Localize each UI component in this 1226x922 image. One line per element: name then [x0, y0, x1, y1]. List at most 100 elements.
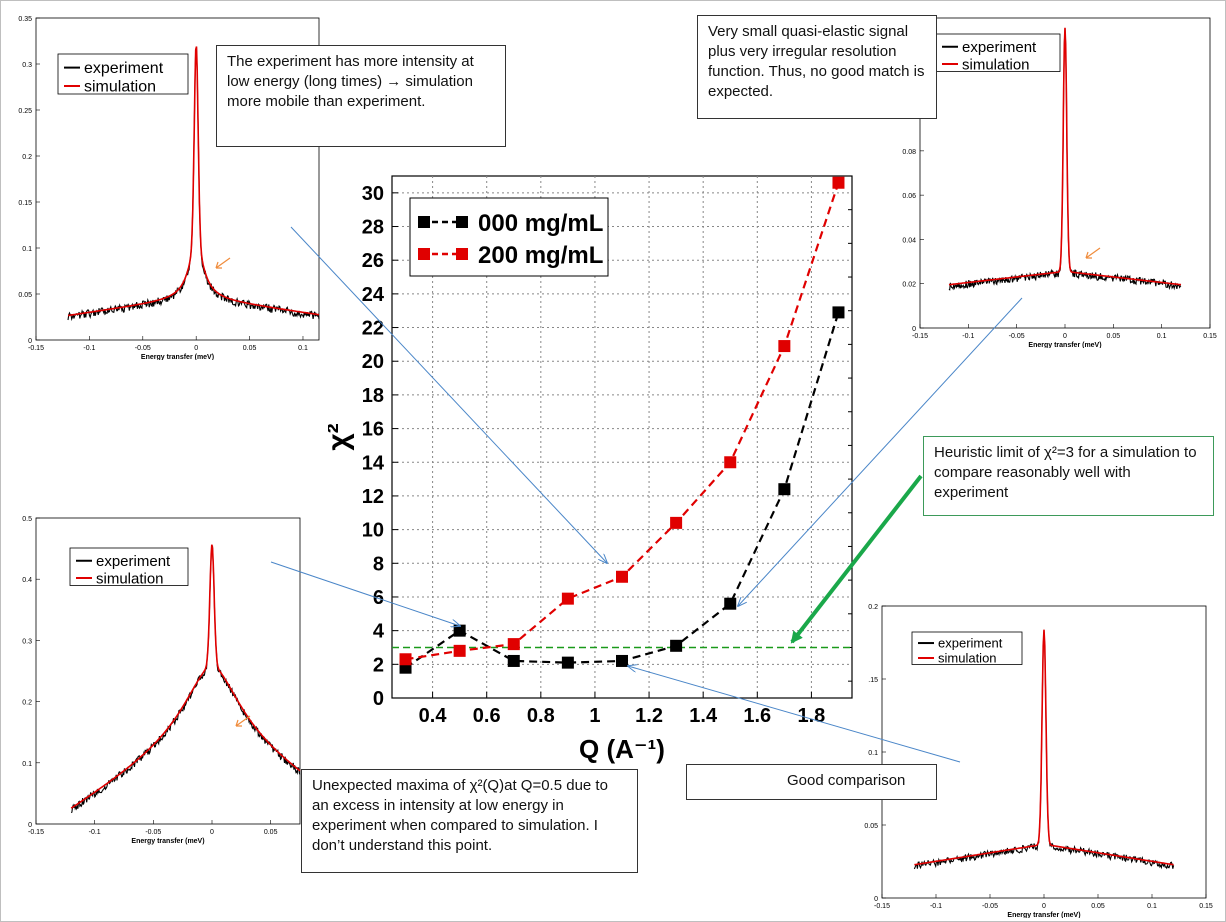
small-x-axis-label: Energy transfer (meV) — [141, 354, 214, 360]
annotation-top-right: Very small quasi-elastic signal plus ver… — [697, 15, 937, 119]
small-legend-label: simulation — [96, 570, 164, 587]
small-y-tick-label: 0 — [912, 326, 916, 333]
small-x-tick-label: 0.15 — [1203, 333, 1217, 340]
legend-marker — [456, 248, 468, 260]
data-point — [453, 624, 466, 637]
y-tick-label: 18 — [362, 385, 384, 407]
legend-label: 000 mg/mL — [478, 210, 603, 237]
data-point — [616, 654, 628, 667]
arrow-top-left — [290, 226, 607, 563]
small-legend-label: simulation — [962, 56, 1030, 73]
y-tick-label: 0 — [373, 688, 384, 710]
arrow-heuristic — [790, 474, 923, 644]
small-x-tick-label: 0.1 — [1147, 903, 1157, 910]
arrow-top-right — [738, 297, 1023, 606]
small-y-tick-label: 0.3 — [22, 638, 32, 645]
small-x-tick-label: -0.15 — [28, 829, 44, 836]
data-point — [724, 456, 737, 469]
x-axis-label: Q (A⁻¹) — [579, 734, 665, 764]
small-y-tick-label: 0 — [28, 338, 32, 345]
arrow-bottom-right — [628, 666, 961, 763]
small-x-tick-label: -0.15 — [874, 903, 890, 910]
small-x-tick-label: -0.05 — [145, 829, 161, 836]
arrow-bottom-left — [270, 561, 460, 626]
small-y-tick-label: 0.15 — [864, 677, 878, 684]
small-x-tick-label: -0.05 — [135, 345, 151, 352]
small-y-tick-label: 0.2 — [22, 700, 32, 707]
legend-marker — [418, 248, 430, 260]
small-legend-label: experiment — [84, 60, 164, 77]
small-y-tick-label: 0 — [28, 822, 32, 829]
x-tick-label: 0.4 — [419, 705, 448, 727]
small-x-tick-label: -0.1 — [930, 903, 942, 910]
plot-bottom-right: -0.15 -0.1 -0.05 0 0.05 0.1 0.15 0 0.05 0.1 0.15 0.… — [862, 598, 1222, 918]
small-x-tick-label: -0.15 — [912, 333, 928, 340]
y-tick-label: 2 — [373, 654, 384, 676]
small-x-tick-label: -0.1 — [962, 333, 974, 340]
data-point — [453, 644, 466, 657]
small-y-tick-label: 0.2 — [22, 154, 32, 161]
y-axis-label: χ² — [328, 423, 355, 450]
data-point — [507, 638, 520, 651]
small-y-tick-label: 0.15 — [18, 200, 32, 207]
small-legend-box — [69, 547, 189, 586]
small-x-axis-label: Energy transfer (meV) — [1007, 912, 1080, 918]
x-tick-label: 1.2 — [635, 705, 663, 727]
x-tick-label: 1 — [589, 705, 600, 727]
data-point — [561, 592, 574, 605]
legend-label: 200 mg/mL — [478, 242, 603, 269]
simulation-curve — [914, 629, 1174, 866]
y-tick-label: 12 — [362, 486, 384, 508]
y-tick-label: 10 — [362, 520, 384, 542]
small-y-tick-label: 0.08 — [902, 149, 916, 156]
small-y-tick-label: 0.04 — [902, 237, 916, 244]
small-y-tick-label: 0.1 — [868, 750, 878, 757]
data-point — [561, 656, 574, 669]
x-tick-label: 0.8 — [527, 705, 555, 727]
legend-marker — [418, 216, 430, 228]
orange-arrow-tl — [215, 257, 231, 269]
small-x-tick-label: -0.05 — [982, 903, 998, 910]
data-point — [778, 340, 791, 353]
small-y-tick-label: 0.1 — [22, 761, 32, 768]
data-point — [616, 570, 628, 583]
y-tick-label: 4 — [373, 621, 385, 643]
annotation-heuristic-limit: Heuristic limit of χ²=3 for a simulation… — [923, 436, 1214, 516]
small-x-tick-label: 0.05 — [1107, 333, 1121, 340]
small-x-axis-label: Energy transfer (meV) — [1028, 342, 1101, 348]
small-legend-label: simulation — [84, 79, 156, 96]
small-legend-label: experiment — [962, 39, 1037, 56]
x-tick-label: 0.6 — [473, 705, 501, 727]
y-tick-label: 14 — [362, 452, 385, 474]
small-x-tick-label: 0 — [1063, 333, 1067, 340]
small-x-tick-label: 0 — [1042, 903, 1046, 910]
data-point — [670, 639, 683, 652]
small-y-tick-label: 0.06 — [902, 193, 916, 200]
small-x-tick-label: 0 — [194, 345, 198, 352]
small-x-tick-label: -0.15 — [28, 345, 44, 352]
orange-arrow-bl — [235, 715, 251, 727]
small-y-tick-label: 0.2 — [868, 604, 878, 611]
legend: 000 mg/mL 200 mg/mL — [409, 197, 609, 277]
small-legend: experiment simulation — [57, 53, 189, 96]
small-x-tick-label: 0 — [210, 829, 214, 836]
small-y-tick-label: 0.5 — [22, 516, 32, 523]
small-y-tick-label: 0.25 — [18, 108, 32, 115]
y-tick-label: 24 — [362, 284, 385, 306]
small-x-tick-label: 0.1 — [298, 345, 308, 352]
plot-bottom-left: -0.15 -0.1 -0.05 0 0.05 0 0.1 0.2 0.3 0.4 0.5 Energ… — [16, 510, 302, 850]
small-y-tick-label: 0.05 — [864, 823, 878, 830]
small-legend-box — [935, 33, 1061, 72]
annotation-good-comparison: Good comparison — [686, 764, 937, 800]
plot-top-left: -0.15 -0.1 -0.05 0 0.05 0.1 0 0.05 0.1 0.15 0.2 0.2… — [14, 12, 334, 360]
small-x-tick-label: -0.05 — [1009, 333, 1025, 340]
data-point — [832, 176, 845, 189]
data-point — [832, 306, 845, 319]
main-chi2-chart: 0.40.60.811.21.41.61.8024681012141618202… — [328, 168, 868, 770]
small-x-tick-label: -0.1 — [89, 829, 101, 836]
small-legend-label: simulation — [938, 651, 997, 666]
small-y-tick-label: 0.1 — [22, 246, 32, 253]
y-tick-label: 22 — [362, 318, 384, 340]
